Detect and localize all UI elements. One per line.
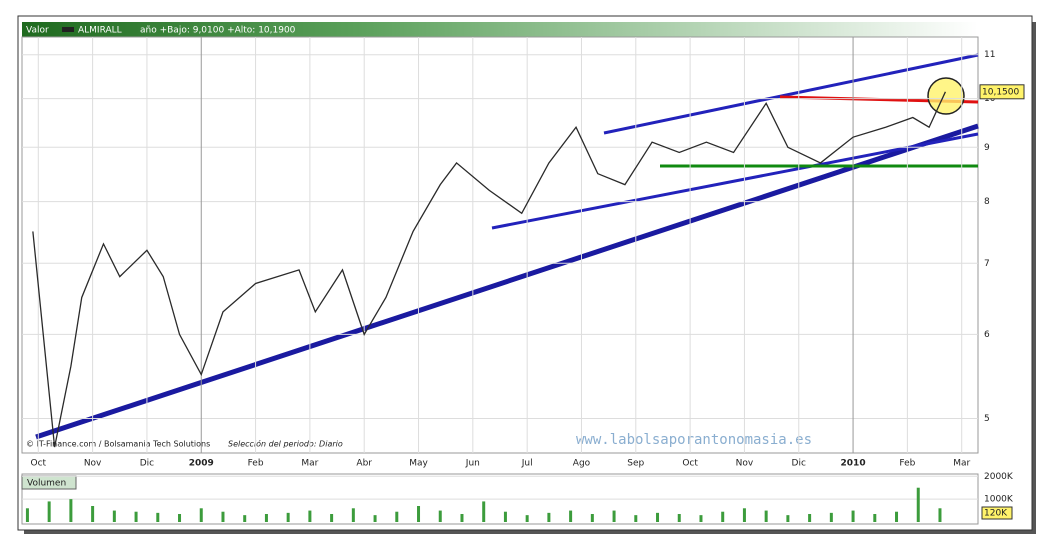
- trend-line: [35, 123, 979, 440]
- volume-bar: [91, 506, 95, 522]
- y-tick-label: 1000K: [984, 495, 1014, 505]
- current-volume-label: 120K: [984, 509, 1008, 519]
- volume-bar: [351, 508, 355, 522]
- x-tick-label: Oct: [682, 459, 698, 469]
- header-bar: [22, 22, 978, 37]
- x-tick-label: 2009: [189, 459, 214, 469]
- y-tick-label: 2000K: [984, 472, 1014, 482]
- x-tick-label: Feb: [248, 459, 264, 469]
- volume-bar: [764, 510, 768, 522]
- x-tick-label: Mar: [301, 459, 318, 469]
- volume-bar: [417, 506, 421, 522]
- volume-bar: [829, 512, 833, 522]
- volume-bar: [221, 511, 225, 522]
- volume-bar: [69, 499, 73, 522]
- volume-bar: [134, 511, 138, 522]
- x-tick-label: Nov: [84, 459, 102, 469]
- volume-bar: [112, 510, 116, 522]
- volume-bar: [330, 514, 334, 522]
- volume-bar: [656, 512, 660, 522]
- volume-bar: [590, 514, 594, 522]
- volume-label: Volumen: [27, 479, 66, 489]
- last-price-box: [979, 84, 1025, 100]
- y-tick-label: 6: [984, 330, 990, 340]
- x-tick-label: Oct: [31, 459, 47, 469]
- volume-bar: [612, 510, 616, 522]
- x-tick-label: Feb: [899, 459, 915, 469]
- volume-bar: [938, 508, 942, 522]
- volume-bar: [156, 512, 160, 522]
- volume-bar: [199, 508, 203, 522]
- last-price-label: 10,1500: [982, 87, 1019, 97]
- price-line: [32, 91, 946, 448]
- x-tick-label: Nov: [736, 459, 754, 469]
- x-tick-label: Abr: [356, 459, 372, 469]
- volume-bar: [373, 515, 377, 522]
- volume-bar: [286, 512, 290, 522]
- watermark: www.labolsaporantonomasia.es: [576, 432, 812, 448]
- y-tick-label: 7: [984, 259, 990, 269]
- y-tick-label: 9: [984, 143, 990, 153]
- volume-bar: [808, 514, 812, 522]
- volume-bar: [547, 512, 551, 522]
- volume-bar: [569, 510, 573, 522]
- volume-bar: [264, 514, 268, 522]
- volume-bar: [721, 511, 725, 522]
- x-tick-label: Jun: [465, 459, 480, 469]
- header-swatch: [62, 27, 74, 32]
- volume-bar: [308, 510, 312, 522]
- y-tick-label: 11: [984, 50, 995, 60]
- volume-bar: [525, 515, 529, 522]
- volume-bar: [438, 510, 442, 522]
- x-tick-label: Jul: [521, 459, 533, 469]
- plot-area: [21, 36, 979, 454]
- volume-bar: [742, 508, 746, 522]
- volume-bar: [460, 514, 464, 522]
- volume-bar: [47, 501, 51, 522]
- y-tick-label: 5: [984, 414, 990, 424]
- trend-line: [603, 53, 979, 135]
- credit: © IT-Finance.com / Bolsamania Tech Solut…: [26, 440, 210, 449]
- x-tick-label: Mar: [953, 459, 970, 469]
- x-tick-label: May: [409, 459, 428, 469]
- header-range: año +Bajo: 9,0100 +Alto: 10,1900: [140, 26, 296, 36]
- volume-bar: [895, 511, 899, 522]
- volume-bar: [677, 514, 681, 522]
- header-symbol: ALMIRALL: [78, 26, 122, 36]
- x-tick-label: Ago: [573, 459, 591, 469]
- volume-bar: [395, 511, 399, 522]
- volume-bar: [482, 501, 486, 522]
- volume-bar: [178, 514, 182, 522]
- volume-bar: [786, 515, 790, 522]
- x-tick-label: Dic: [792, 459, 806, 469]
- highlight-circle: [927, 77, 965, 115]
- volume-bar: [851, 510, 855, 522]
- volume-bar: [873, 514, 877, 522]
- x-tick-label: Sep: [627, 459, 644, 469]
- volume-bar: [634, 515, 638, 522]
- current-volume-box: [981, 506, 1013, 520]
- header-label: Valor: [26, 26, 49, 36]
- trend-line: [491, 132, 979, 230]
- period: Selección del periodo: Diario: [228, 439, 343, 449]
- volume-bar: [503, 511, 507, 522]
- x-tick-label: Dic: [140, 459, 154, 469]
- volume-bar: [243, 515, 247, 522]
- volume-bar: [699, 515, 703, 522]
- volume-bar: [25, 508, 29, 522]
- volume-bar: [916, 487, 920, 522]
- y-tick-label: 8: [984, 197, 990, 207]
- x-tick-label: 2010: [841, 459, 866, 469]
